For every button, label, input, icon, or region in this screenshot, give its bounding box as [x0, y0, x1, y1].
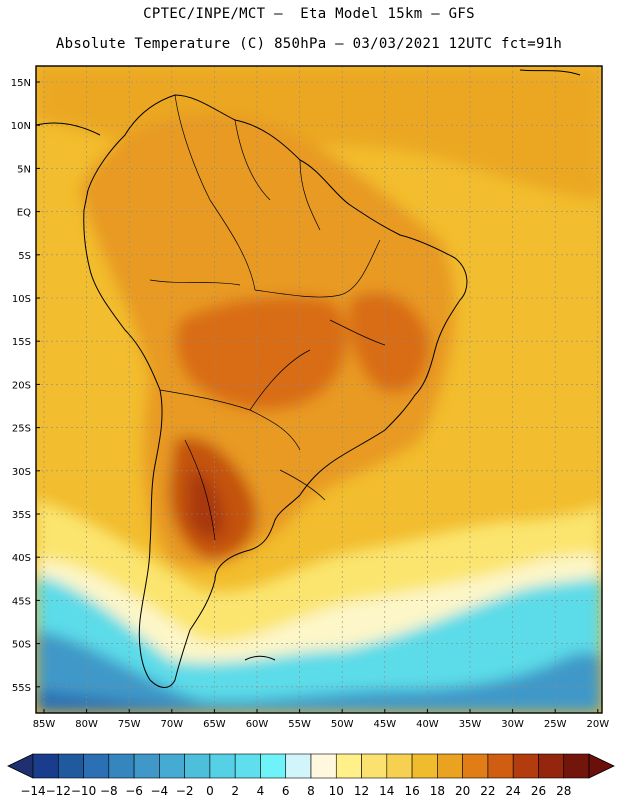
- latitude-label: 25S: [12, 424, 31, 435]
- coastlines: [36, 69, 581, 688]
- map-title-line-1: CPTEC/INPE/MCT – Eta Model 15km – GFS: [143, 6, 475, 22]
- colorbar-label: 8: [307, 784, 315, 798]
- colorbar: −14 −12 −10 −8 −6 −4 −2 0 2 4 6 8 10 12 14 16 18 20 22 24 26…: [7, 753, 615, 798]
- longitude-label: 35W: [459, 719, 482, 730]
- colorbar-swatch: [108, 753, 135, 779]
- cold-band-cyan: [36, 575, 602, 713]
- colorbar-label: 6: [282, 784, 290, 798]
- colorbar-over-arrow: [588, 753, 615, 779]
- longitude-label: 20W: [586, 719, 609, 730]
- colorbar-swatch: [209, 753, 236, 779]
- latitude-label: 15N: [11, 78, 31, 89]
- latitude-label: 35S: [12, 510, 31, 521]
- hot-spot-east: [348, 292, 430, 393]
- colorbar-swatch: [437, 753, 463, 779]
- colorbar-swatch: [361, 753, 388, 779]
- latitude-label: EQ: [17, 208, 31, 219]
- colorbar-label: 14: [379, 784, 394, 798]
- latitude-label: 10S: [12, 294, 31, 305]
- cold-band-blue: [36, 630, 602, 713]
- latitude-label: 10N: [11, 121, 31, 132]
- colorbar-label: 24: [506, 784, 521, 798]
- longitude-label: 80W: [75, 719, 98, 730]
- colorbar-label: −12: [46, 784, 71, 798]
- longitude-label: 55W: [288, 719, 311, 730]
- hot-spot-central: [175, 296, 348, 411]
- falkland-islands: [244, 655, 276, 661]
- latitude-label: 55S: [12, 683, 31, 694]
- latitude-labels: 15N 10N 5N EQ 5S 10S 15S 20S 25S 30S 35S 40S 45S 50S 5…: [11, 78, 40, 694]
- longitude-label: 75W: [118, 719, 141, 730]
- south-america-coastline: [83, 94, 468, 688]
- colorbar-label: 20: [455, 784, 470, 798]
- colorbar-swatch: [411, 753, 438, 779]
- latitude-label: 20S: [12, 380, 31, 391]
- colorbar-label: 12: [354, 784, 369, 798]
- country-borders: [149, 94, 386, 541]
- colorbar-swatch: [310, 753, 337, 779]
- colorbar-swatch: [133, 753, 160, 779]
- temperature-field: [36, 66, 602, 713]
- colorbar-under-arrow: [7, 753, 34, 779]
- colorbar-swatch: [512, 753, 539, 779]
- colorbar-swatch: [563, 753, 590, 779]
- longitude-labels: 85W 80W 75W 70W 65W 60W 55W 50W 45W 40W 35W 30W 25W 2…: [33, 709, 609, 730]
- warm-band-north: [36, 66, 602, 200]
- latitude-label: 45S: [12, 596, 31, 607]
- colorbar-label: 10: [329, 784, 344, 798]
- colorbar-label: −4: [151, 784, 169, 798]
- colorbar-swatch: [83, 753, 110, 779]
- colorbar-swatch: [462, 753, 489, 779]
- colorbar-label: 26: [531, 784, 546, 798]
- caribbean-islands: [519, 69, 581, 76]
- central-america-coastline: [36, 122, 101, 136]
- colorbar-label: −10: [71, 784, 96, 798]
- longitude-label: 70W: [160, 719, 183, 730]
- map-title-line-2: Absolute Temperature (C) 850hPa – 03/03/…: [55, 36, 563, 52]
- colorbar-swatch: [285, 753, 312, 779]
- hot-spot-core: [188, 470, 225, 539]
- colorbar-label: 22: [480, 784, 495, 798]
- colorbar-swatch: [538, 753, 565, 779]
- colorbar-label: 0: [206, 784, 214, 798]
- colorbar-swatch: [159, 753, 185, 779]
- colorbar-label: −14: [20, 784, 45, 798]
- latitude-label: 5N: [17, 164, 31, 175]
- colorbar-swatch: [487, 753, 514, 779]
- longitude-label: 45W: [373, 719, 396, 730]
- longitude-label: 60W: [246, 719, 269, 730]
- colorbar-swatch: [335, 753, 362, 779]
- map-grid: [36, 66, 602, 713]
- colorbar-label: 4: [257, 784, 265, 798]
- map-frame: [35, 65, 603, 714]
- longitude-label: 30W: [501, 719, 524, 730]
- longitude-label: 50W: [331, 719, 354, 730]
- colorbar-swatch: [234, 753, 261, 779]
- longitude-label: 25W: [544, 719, 567, 730]
- colorbar-swatch: [386, 753, 413, 779]
- latitude-label: 5S: [18, 251, 31, 262]
- colorbar-label: 18: [430, 784, 445, 798]
- longitude-label: 65W: [203, 719, 226, 730]
- latitude-label: 15S: [12, 337, 31, 348]
- colorbar-swatch: [32, 753, 59, 779]
- longitude-label: 40W: [416, 719, 439, 730]
- cold-band-deep: [36, 690, 300, 713]
- colorbar-label: 16: [404, 784, 419, 798]
- colorbar-swatch: [57, 753, 84, 779]
- colorbar-label: 28: [556, 784, 571, 798]
- colorbar-swatch: [184, 753, 211, 779]
- latitude-label: 40S: [12, 553, 31, 564]
- latitude-label: 50S: [12, 640, 31, 651]
- colorbar-label: −2: [176, 784, 194, 798]
- colorbar-label: −6: [125, 784, 143, 798]
- colorbar-label: −8: [100, 784, 118, 798]
- longitude-label: 85W: [33, 719, 56, 730]
- colorbar-label: 2: [231, 784, 239, 798]
- colorbar-swatch: [260, 753, 287, 779]
- latitude-label: 30S: [12, 467, 31, 478]
